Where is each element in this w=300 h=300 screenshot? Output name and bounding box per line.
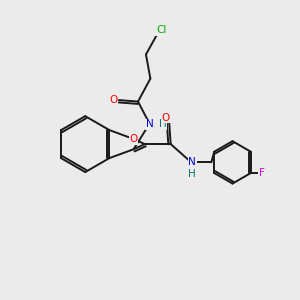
Text: H: H: [188, 169, 196, 178]
Text: N: N: [146, 119, 154, 129]
Text: O: O: [162, 112, 170, 123]
Text: H: H: [159, 119, 166, 129]
Text: F: F: [259, 168, 265, 178]
Text: O: O: [110, 95, 118, 105]
Text: O: O: [130, 134, 138, 144]
Text: Cl: Cl: [156, 25, 166, 35]
Text: N: N: [188, 158, 196, 167]
